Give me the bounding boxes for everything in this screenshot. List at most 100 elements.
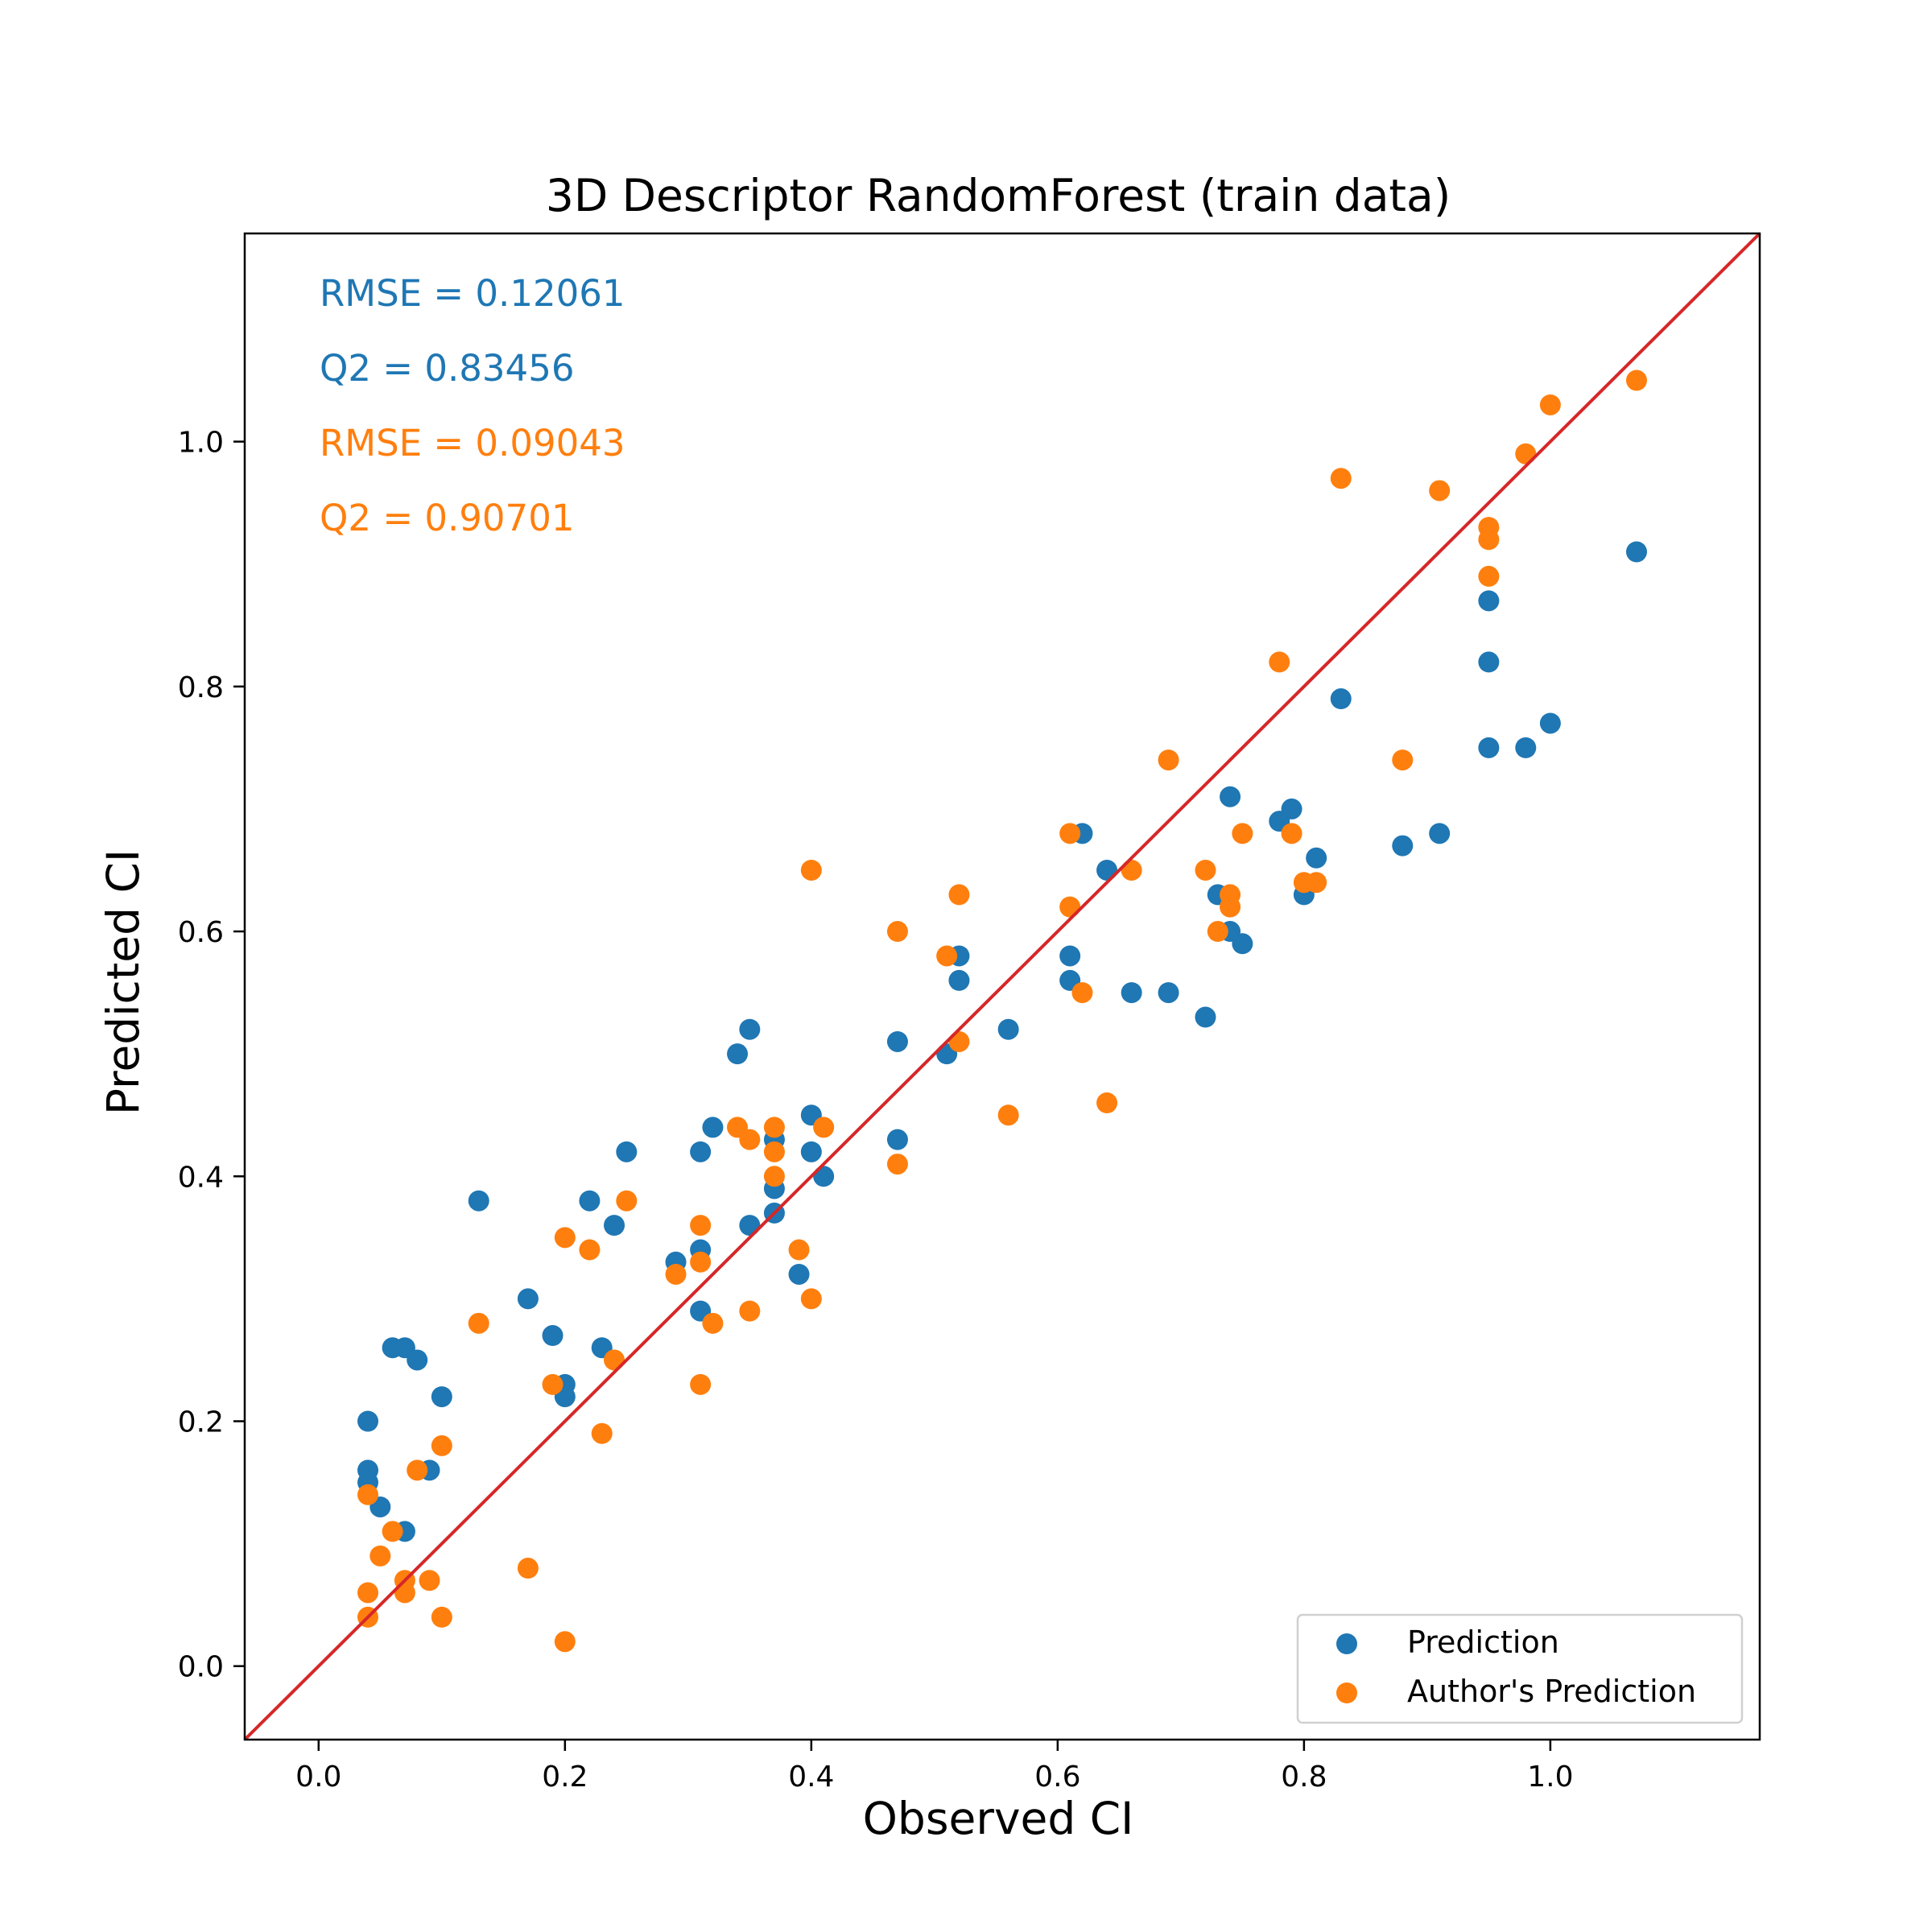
author-prediction-point (690, 1373, 712, 1395)
prediction-point (1158, 982, 1179, 1004)
author-prediction-point (800, 859, 822, 881)
author-prediction-point (763, 1166, 785, 1187)
author-prediction-point (813, 1117, 835, 1138)
author-prediction-point (1220, 896, 1241, 918)
prediction-point (800, 1141, 822, 1162)
author-prediction-point (763, 1141, 785, 1162)
author-prediction-point (1429, 480, 1451, 502)
author-prediction-point (419, 1570, 440, 1591)
author-prediction-point (997, 1104, 1019, 1126)
author-prediction-point (1232, 823, 1253, 844)
author-prediction-point (1392, 749, 1414, 771)
x-tick-label: 0.8 (1281, 1761, 1327, 1794)
author-prediction-point (357, 1484, 379, 1505)
x-tick-label: 0.4 (788, 1761, 834, 1794)
x-axis-ticks: 0.0 0.2 0.4 0.6 0.8 1.0 (295, 1740, 1574, 1794)
prediction-point (1539, 712, 1561, 734)
legend-label-prediction: Prediction (1407, 1624, 1559, 1660)
identity-line (243, 232, 1761, 1741)
author-prediction-point (1330, 468, 1352, 489)
x-tick-label: 0.2 (542, 1761, 588, 1794)
prediction-point (997, 1018, 1019, 1040)
author-prediction-point (579, 1239, 601, 1261)
rmse-author-annotation: RMSE = 0.09043 (320, 422, 625, 464)
prediction-point (1232, 933, 1253, 955)
legend-marker-prediction (1336, 1633, 1357, 1654)
prediction-point (1306, 847, 1327, 869)
author-prediction-point (1306, 872, 1327, 894)
chart-title: 3D Descriptor RandomForest (train data) (546, 170, 1451, 221)
prediction-point (1330, 688, 1352, 710)
author-prediction-point (1269, 651, 1290, 673)
prediction-point (727, 1043, 749, 1065)
prediction-point (886, 1030, 908, 1052)
author-prediction-point (1515, 443, 1537, 464)
prediction-point (1478, 651, 1500, 673)
prediction-point (517, 1288, 539, 1310)
prediction-point (1096, 859, 1118, 881)
author-prediction-point (1158, 749, 1179, 771)
author-prediction-point (369, 1545, 391, 1567)
y-tick-label: 0.2 (178, 1406, 224, 1439)
y-tick-label: 0.8 (178, 671, 224, 704)
rmse-prediction-annotation: RMSE = 0.12061 (320, 272, 625, 315)
prediction-point (1625, 541, 1647, 563)
author-prediction-point (357, 1582, 379, 1604)
author-prediction-point (1625, 369, 1647, 391)
prediction-point (886, 1129, 908, 1150)
author-prediction-point (542, 1373, 564, 1395)
author-prediction-point (788, 1239, 810, 1261)
author-prediction-point (690, 1251, 712, 1273)
author-prediction-point (800, 1288, 822, 1310)
author-prediction-point (394, 1582, 415, 1604)
prediction-point (739, 1018, 761, 1040)
author-prediction-point (1281, 823, 1302, 844)
y-tick-label: 0.4 (178, 1161, 224, 1194)
q2-author-annotation: Q2 = 0.90701 (320, 497, 574, 539)
x-tick-label: 0.0 (295, 1761, 341, 1794)
prediction-point (690, 1141, 712, 1162)
prediction-point (1195, 1006, 1216, 1028)
author-prediction-point (1071, 982, 1093, 1004)
author-prediction-point (739, 1129, 761, 1150)
author-prediction-point (407, 1459, 428, 1481)
author-prediction-point (690, 1215, 712, 1236)
prediction-point (1478, 590, 1500, 612)
legend-label-author-prediction: Author's Prediction (1407, 1674, 1696, 1709)
author-prediction-point (431, 1435, 452, 1456)
author-prediction-point (936, 945, 958, 967)
author-prediction-point (948, 884, 970, 906)
author-prediction-point (616, 1190, 638, 1212)
prediction-point (1515, 737, 1537, 758)
prediction-point (357, 1410, 379, 1432)
prediction-point (1059, 945, 1081, 967)
legend: Prediction Author's Prediction (1296, 1613, 1744, 1724)
prediction-point (739, 1215, 761, 1236)
author-prediction-point (1121, 859, 1142, 881)
x-tick-label: 1.0 (1527, 1761, 1573, 1794)
y-tick-label: 1.0 (178, 427, 224, 460)
prediction-point (702, 1117, 724, 1138)
prediction-point (1121, 982, 1142, 1004)
prediction-point (1220, 786, 1241, 807)
prediction-point (468, 1190, 489, 1212)
author-prediction-point (517, 1558, 539, 1579)
author-prediction-point (665, 1263, 687, 1285)
prediction-point (1478, 737, 1500, 758)
prediction-point (813, 1166, 835, 1187)
prediction-point (579, 1190, 601, 1212)
author-prediction-point (468, 1312, 489, 1334)
prediction-point (788, 1263, 810, 1285)
author-prediction-point (1478, 529, 1500, 551)
author-prediction-point (1207, 921, 1228, 943)
author-prediction-point (886, 921, 908, 943)
prediction-point (1281, 798, 1302, 819)
prediction-point (542, 1325, 564, 1347)
author-prediction-point (739, 1300, 761, 1322)
author-prediction-point (702, 1312, 724, 1334)
prediction-point (407, 1349, 428, 1371)
author-prediction-point (604, 1349, 625, 1371)
author-prediction-point (1478, 565, 1500, 587)
